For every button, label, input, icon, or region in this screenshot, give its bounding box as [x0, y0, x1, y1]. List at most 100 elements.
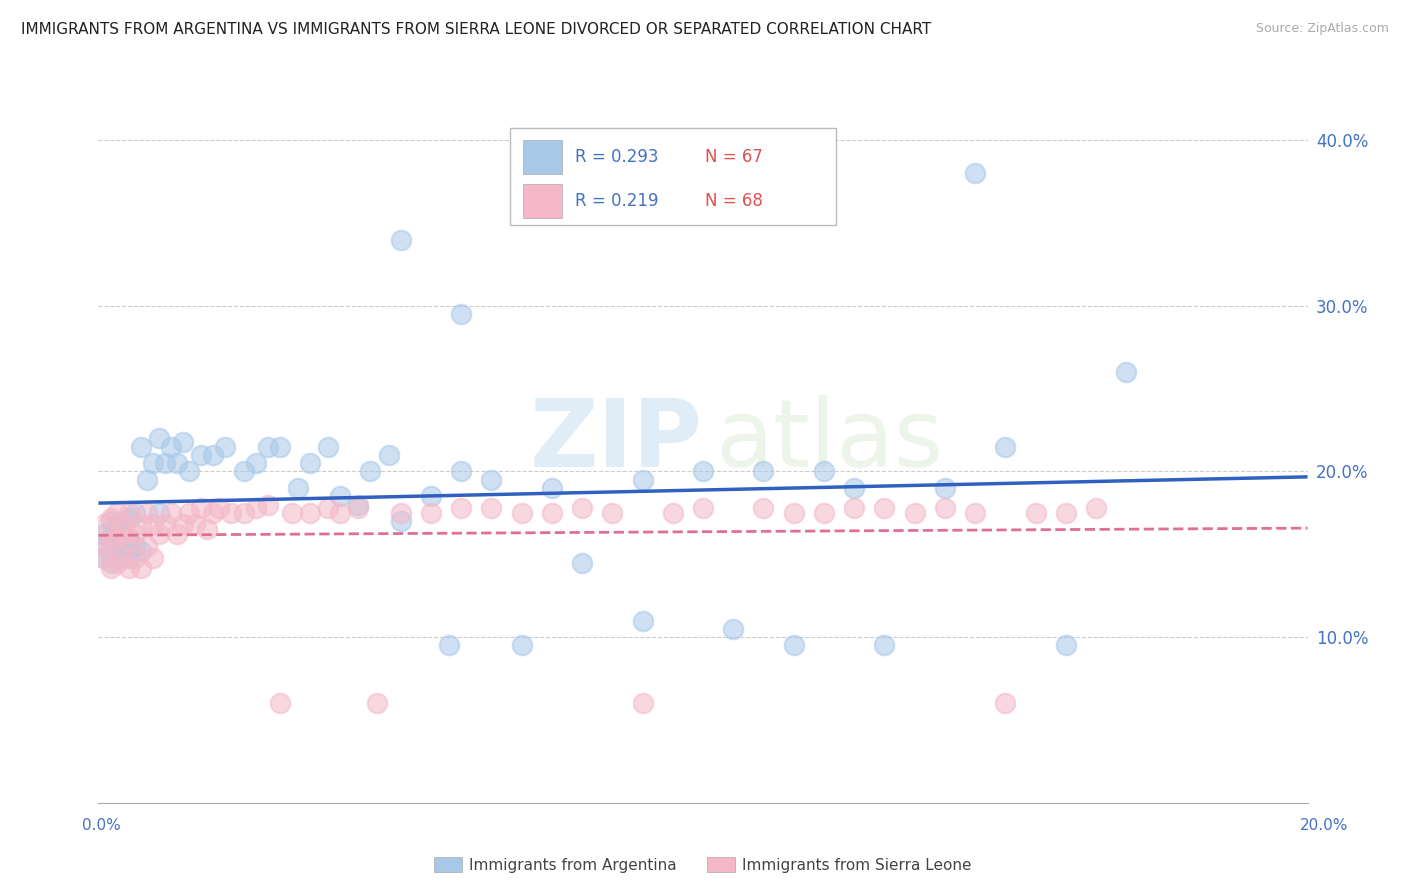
Point: [245, 456, 267, 470]
Point: [269, 697, 291, 711]
Point: [631, 697, 654, 711]
Point: [299, 456, 322, 470]
Point: [142, 517, 165, 532]
Point: [481, 473, 503, 487]
Point: [118, 560, 141, 574]
Point: [172, 517, 194, 532]
Point: [179, 506, 201, 520]
Point: [631, 614, 654, 628]
Point: [111, 527, 134, 541]
Point: [256, 440, 278, 454]
Point: [540, 481, 562, 495]
Point: [124, 506, 146, 520]
Point: [111, 523, 134, 537]
Point: [93, 550, 115, 565]
Point: [93, 517, 115, 532]
Point: [269, 440, 291, 454]
Point: [129, 560, 152, 574]
Point: [202, 506, 225, 520]
Point: [124, 527, 146, 541]
Point: [1024, 506, 1046, 520]
Point: [232, 506, 254, 520]
Point: [135, 473, 157, 487]
Point: [111, 534, 134, 549]
Point: [142, 550, 165, 565]
Point: [93, 539, 115, 553]
Point: [844, 481, 866, 495]
Point: [299, 506, 322, 520]
Point: [723, 622, 745, 636]
Text: 0.0%: 0.0%: [82, 818, 121, 832]
Point: [437, 639, 460, 653]
Point: [366, 697, 388, 711]
Point: [329, 506, 352, 520]
Point: [420, 489, 443, 503]
Point: [172, 434, 194, 449]
Point: [105, 550, 128, 565]
Point: [1085, 500, 1108, 515]
Point: [118, 506, 141, 520]
Point: [752, 465, 775, 479]
Legend: Immigrants from Argentina, Immigrants from Sierra Leone: Immigrants from Argentina, Immigrants fr…: [427, 850, 979, 879]
Point: [232, 465, 254, 479]
Point: [208, 500, 231, 515]
Point: [965, 166, 987, 180]
Point: [481, 500, 503, 515]
Point: [124, 539, 146, 553]
Point: [111, 544, 134, 558]
Point: [93, 550, 115, 565]
Point: [450, 307, 472, 321]
Point: [129, 440, 152, 454]
Point: [281, 506, 304, 520]
Point: [692, 465, 714, 479]
Point: [100, 534, 122, 549]
Point: [571, 556, 593, 570]
Point: [692, 500, 714, 515]
Text: Source: ZipAtlas.com: Source: ZipAtlas.com: [1256, 22, 1389, 36]
Point: [105, 539, 128, 553]
Point: [166, 527, 188, 541]
Point: [148, 506, 170, 520]
Text: 20.0%: 20.0%: [1301, 818, 1348, 832]
Point: [153, 456, 176, 470]
Point: [934, 500, 956, 515]
Point: [904, 506, 927, 520]
Point: [105, 531, 128, 545]
Point: [783, 639, 806, 653]
Point: [389, 233, 412, 247]
Point: [190, 500, 212, 515]
Point: [347, 500, 370, 515]
Point: [752, 500, 775, 515]
Point: [221, 506, 243, 520]
Point: [813, 465, 835, 479]
Point: [994, 697, 1017, 711]
Point: [105, 556, 128, 570]
Text: R = 0.219: R = 0.219: [575, 192, 658, 210]
Point: [844, 500, 866, 515]
Point: [662, 506, 685, 520]
Point: [105, 527, 128, 541]
Point: [93, 527, 115, 541]
Point: [420, 506, 443, 520]
Point: [100, 514, 122, 528]
Text: N = 67: N = 67: [706, 148, 763, 166]
Point: [571, 500, 593, 515]
Text: atlas: atlas: [716, 395, 943, 487]
Point: [389, 506, 412, 520]
Point: [256, 498, 278, 512]
Point: [118, 534, 141, 549]
Point: [100, 556, 122, 570]
Point: [153, 517, 176, 532]
Point: [602, 506, 624, 520]
Point: [148, 431, 170, 445]
Point: [105, 517, 128, 532]
Point: [135, 539, 157, 553]
Point: [1115, 365, 1137, 379]
Point: [118, 531, 141, 545]
Point: [148, 527, 170, 541]
Point: [100, 560, 122, 574]
Point: [347, 498, 370, 512]
Point: [540, 506, 562, 520]
Text: N = 68: N = 68: [706, 192, 763, 210]
Text: ZIP: ZIP: [530, 395, 703, 487]
